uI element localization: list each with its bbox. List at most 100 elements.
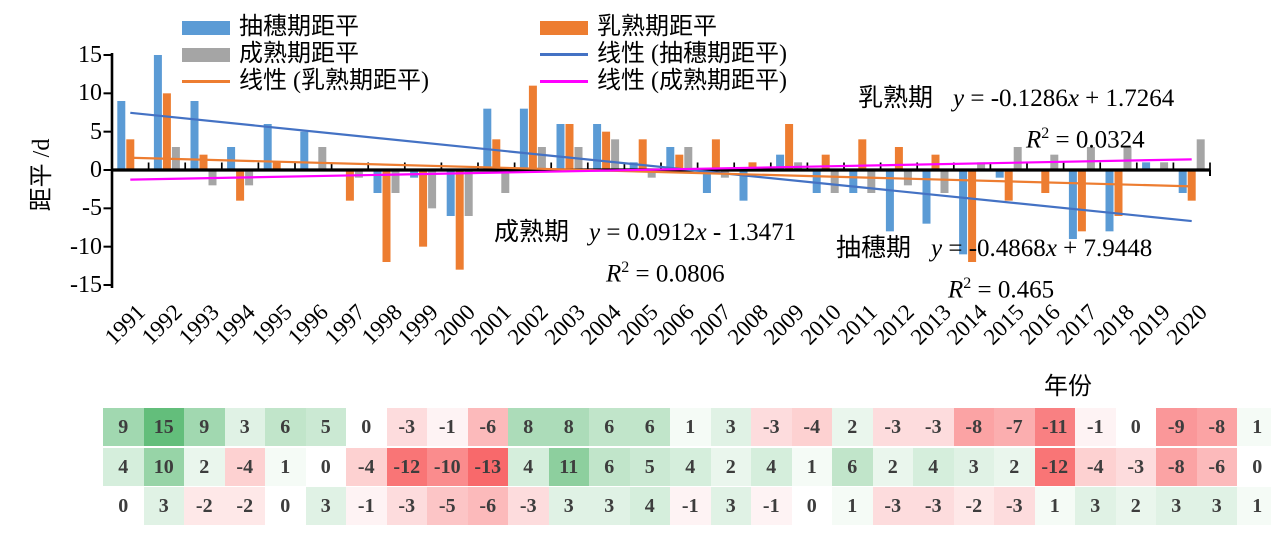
bar-milk-2015 <box>1004 170 1013 201</box>
heatmap-cell-r2-1996: 0 <box>305 447 346 486</box>
heatmap-cell-r1-2004: 6 <box>629 408 670 446</box>
legend-entry: 成熟期距平 <box>182 41 359 68</box>
bar-heading-2012 <box>885 170 894 232</box>
data-table-heatmap: 9 15 9 3 6 5 0 -3 -1 -6 8 8 6 6 1 3 -3 -4 2 -3 -3 -8 -7 -11 -1 0-… <box>103 408 1271 532</box>
bar-milk-1994 <box>236 170 245 201</box>
bar-milk-2014 <box>968 170 977 263</box>
heatmap-cell-r1-1995: 6 <box>265 408 306 446</box>
heatmap-cell-r3-2013: -3 <box>994 487 1035 525</box>
heatmap-cell-r3-1997: -1 <box>346 487 387 525</box>
bar-milk-2008 <box>748 162 757 170</box>
legend-box-swatch <box>182 20 230 35</box>
y-tick-label: 10 <box>78 80 102 107</box>
heatmap-cell-r1-2005: 1 <box>670 408 711 446</box>
heatmap-cell-r2-1998: -12 <box>386 447 427 486</box>
legend-label: 线性 (乳熟期距平) <box>239 68 429 94</box>
bar-milk-2009 <box>785 123 794 170</box>
legend-entry: 抽穗期距平 <box>182 14 359 41</box>
trendline-equation-milk: 乳熟期 y = -0.1286x + 1.7264 R2 = 0.0324 <box>858 84 1174 155</box>
heatmap-cell-r1-2008: -4 <box>791 408 832 446</box>
heatmap-cell-r2-1999: -10 <box>427 447 468 486</box>
phase-label: 抽穗期 <box>836 235 912 262</box>
heatmap-cell-r3-2012: -2 <box>953 487 994 525</box>
bar-mature-1997 <box>354 170 363 178</box>
legend-label: 线性 (成熟期距平) <box>597 68 787 94</box>
heatmap-cell-r3-2004: 4 <box>629 487 670 525</box>
bar-heading-2004 <box>593 123 602 170</box>
heatmap-cell-r3-1998: -3 <box>386 487 427 525</box>
r-squared-line: R2 = 0.0324 <box>1026 125 1145 154</box>
bar-milk-2018 <box>1114 170 1123 217</box>
bar-mature-2006 <box>684 146 693 170</box>
bar-heading-2007 <box>702 170 711 194</box>
heatmap-cell-r2-2007: 4 <box>751 447 792 486</box>
heatmap-cell-r3-2019: 1 <box>1237 487 1271 525</box>
heatmap-cell-r2-2008: 1 <box>791 447 832 486</box>
bar-heading-2015 <box>995 170 1004 178</box>
r-squared-line: R2 = 0.465 <box>948 275 1055 304</box>
heatmap-cell-r1-2013: -7 <box>994 408 1035 446</box>
bar-heading-2013 <box>922 170 931 224</box>
heatmap-cell-r3-2005: -1 <box>670 487 711 525</box>
y-tick-label: -15 <box>70 272 102 298</box>
legend-label: 抽穗期距平 <box>239 14 359 40</box>
bar-heading-2000 <box>446 170 455 217</box>
legend-label: 线性 (抽穗期距平) <box>597 41 787 67</box>
bar-milk-1991 <box>126 139 135 170</box>
bar-heading-2017 <box>1068 170 1077 240</box>
bar-milk-2005 <box>638 139 647 170</box>
heatmap-cell-r1-1998: -3 <box>386 408 427 446</box>
bar-milk-2012 <box>894 146 903 170</box>
heatmap-cell-r1-2012: -8 <box>953 408 994 446</box>
legend-box-swatch <box>182 47 230 62</box>
bar-milk-2001 <box>492 139 501 170</box>
heatmap-cell-r2-2015: -4 <box>1075 447 1116 486</box>
y-tick-label: -10 <box>70 233 102 260</box>
heatmap-cell-r3-1993: -2 <box>184 487 225 525</box>
heatmap-cell-r2-1995: 1 <box>265 447 306 486</box>
heatmap-cell-r1-2015: -1 <box>1075 408 1116 446</box>
bar-mature-1999 <box>428 170 437 209</box>
heatmap-cell-r1-2014: -11 <box>1034 408 1075 446</box>
bar-mature-2019 <box>1160 162 1169 170</box>
bar-mature-2015 <box>1013 146 1022 170</box>
heatmap-cell-r1-2018: -8 <box>1196 408 1237 446</box>
heatmap-cell-r1-1999: -1 <box>427 408 468 446</box>
heatmap-cell-r2-1993: 2 <box>184 447 225 486</box>
bar-heading-2020 <box>1178 170 1187 194</box>
equation-line: 成熟期 y = 0.0912x - 1.3471 <box>494 219 797 246</box>
bar-mature-2010 <box>830 170 839 194</box>
heatmap-cell-r3-2006: 3 <box>710 487 751 525</box>
bar-milk-1993 <box>199 154 208 170</box>
bar-milk-2011 <box>858 139 867 170</box>
equation-line: 抽穗期 y = -0.4868x + 7.9448 <box>836 235 1153 262</box>
legend-entry: 线性 (成熟期距平) <box>540 68 787 95</box>
heatmap-cell-r1-2002: 8 <box>548 408 589 446</box>
bar-milk-1999 <box>419 170 428 247</box>
heatmap-cell-r2-2016: -3 <box>1115 447 1156 486</box>
bar-mature-2018 <box>1123 146 1132 170</box>
heatmap-cell-r2-1992: 10 <box>143 447 184 486</box>
bar-milk-2004 <box>602 131 611 170</box>
heatmap-cell-r2-1994: -4 <box>224 447 265 486</box>
bar-heading-2001 <box>483 108 492 170</box>
heatmap-cell-r2-2012: 3 <box>953 447 994 486</box>
trendline-heading <box>130 111 1192 223</box>
heatmap-cell-r1-2006: 3 <box>710 408 751 446</box>
heatmap-cell-r1-1994: 3 <box>224 408 265 446</box>
bar-heading-1993 <box>190 100 199 170</box>
heatmap-cell-r1-2001: 8 <box>508 408 549 446</box>
bar-mature-2004 <box>611 139 620 170</box>
heatmap-cell-r2-2013: 2 <box>994 447 1035 486</box>
bar-heading-1998 <box>373 170 382 194</box>
bar-heading-2019 <box>1142 162 1151 170</box>
bar-milk-2013 <box>931 154 940 170</box>
trendline-equation-mature: 成熟期 y = 0.0912x - 1.3471 R2 = 0.0806 <box>494 218 796 289</box>
heatmap-cell-r1-1992: 15 <box>143 408 184 446</box>
bar-milk-1997 <box>345 170 354 201</box>
heatmap-cell-r2-2017: -8 <box>1156 447 1197 486</box>
heatmap-cell-r2-2011: 4 <box>913 447 954 486</box>
heatmap-cell-r3-2001: -3 <box>508 487 549 525</box>
bar-milk-2010 <box>821 154 830 170</box>
legend-box-swatch <box>540 20 588 35</box>
